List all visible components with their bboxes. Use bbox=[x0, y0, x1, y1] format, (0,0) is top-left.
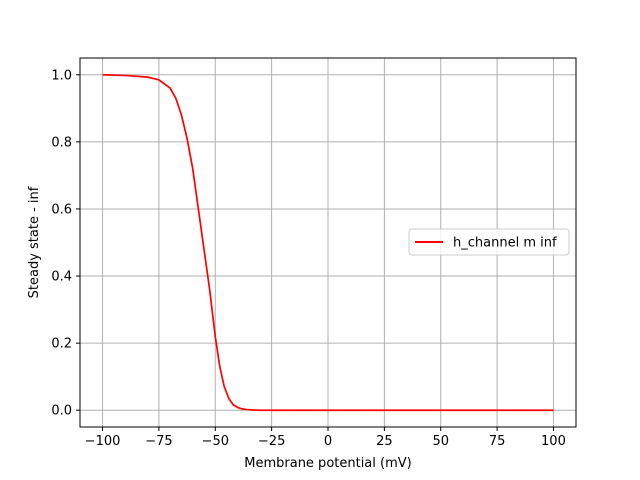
series-layer bbox=[102, 73, 554, 412]
y-tick-label: 0.6 bbox=[51, 202, 72, 217]
y-tick-label: 0.8 bbox=[51, 135, 72, 150]
y-tick-label: 0.0 bbox=[51, 404, 72, 419]
x-tick-label: −75 bbox=[145, 434, 172, 449]
legend-box bbox=[408, 228, 570, 256]
y-tick-label: 0.4 bbox=[51, 270, 72, 285]
y-tick-label: 0.2 bbox=[51, 337, 72, 352]
x-tick-label: 25 bbox=[376, 434, 393, 449]
y-axis-label: Steady state - inf bbox=[27, 186, 42, 298]
legend: h_channel m inf bbox=[408, 228, 570, 256]
x-tick-label: 0 bbox=[324, 434, 332, 449]
x-tick-label: 75 bbox=[489, 434, 506, 449]
x-tick-label: 100 bbox=[541, 434, 566, 449]
x-tick-label: −50 bbox=[202, 434, 229, 449]
legend-label: h_channel m inf bbox=[453, 236, 557, 251]
x-axis-label: Membrane potential (mV) bbox=[244, 456, 411, 471]
x-tick-label: 50 bbox=[432, 434, 449, 449]
x-tick-label: −25 bbox=[258, 434, 285, 449]
series-line-0 bbox=[102, 73, 554, 412]
x-tick-label: −100 bbox=[85, 434, 121, 449]
y-tick-label: 1.0 bbox=[51, 68, 72, 83]
ticks: −100 −75 −50 −25 0 25 50 75 100 0.0 0.2 0.4 0.6 0.8 1.… bbox=[51, 68, 566, 449]
